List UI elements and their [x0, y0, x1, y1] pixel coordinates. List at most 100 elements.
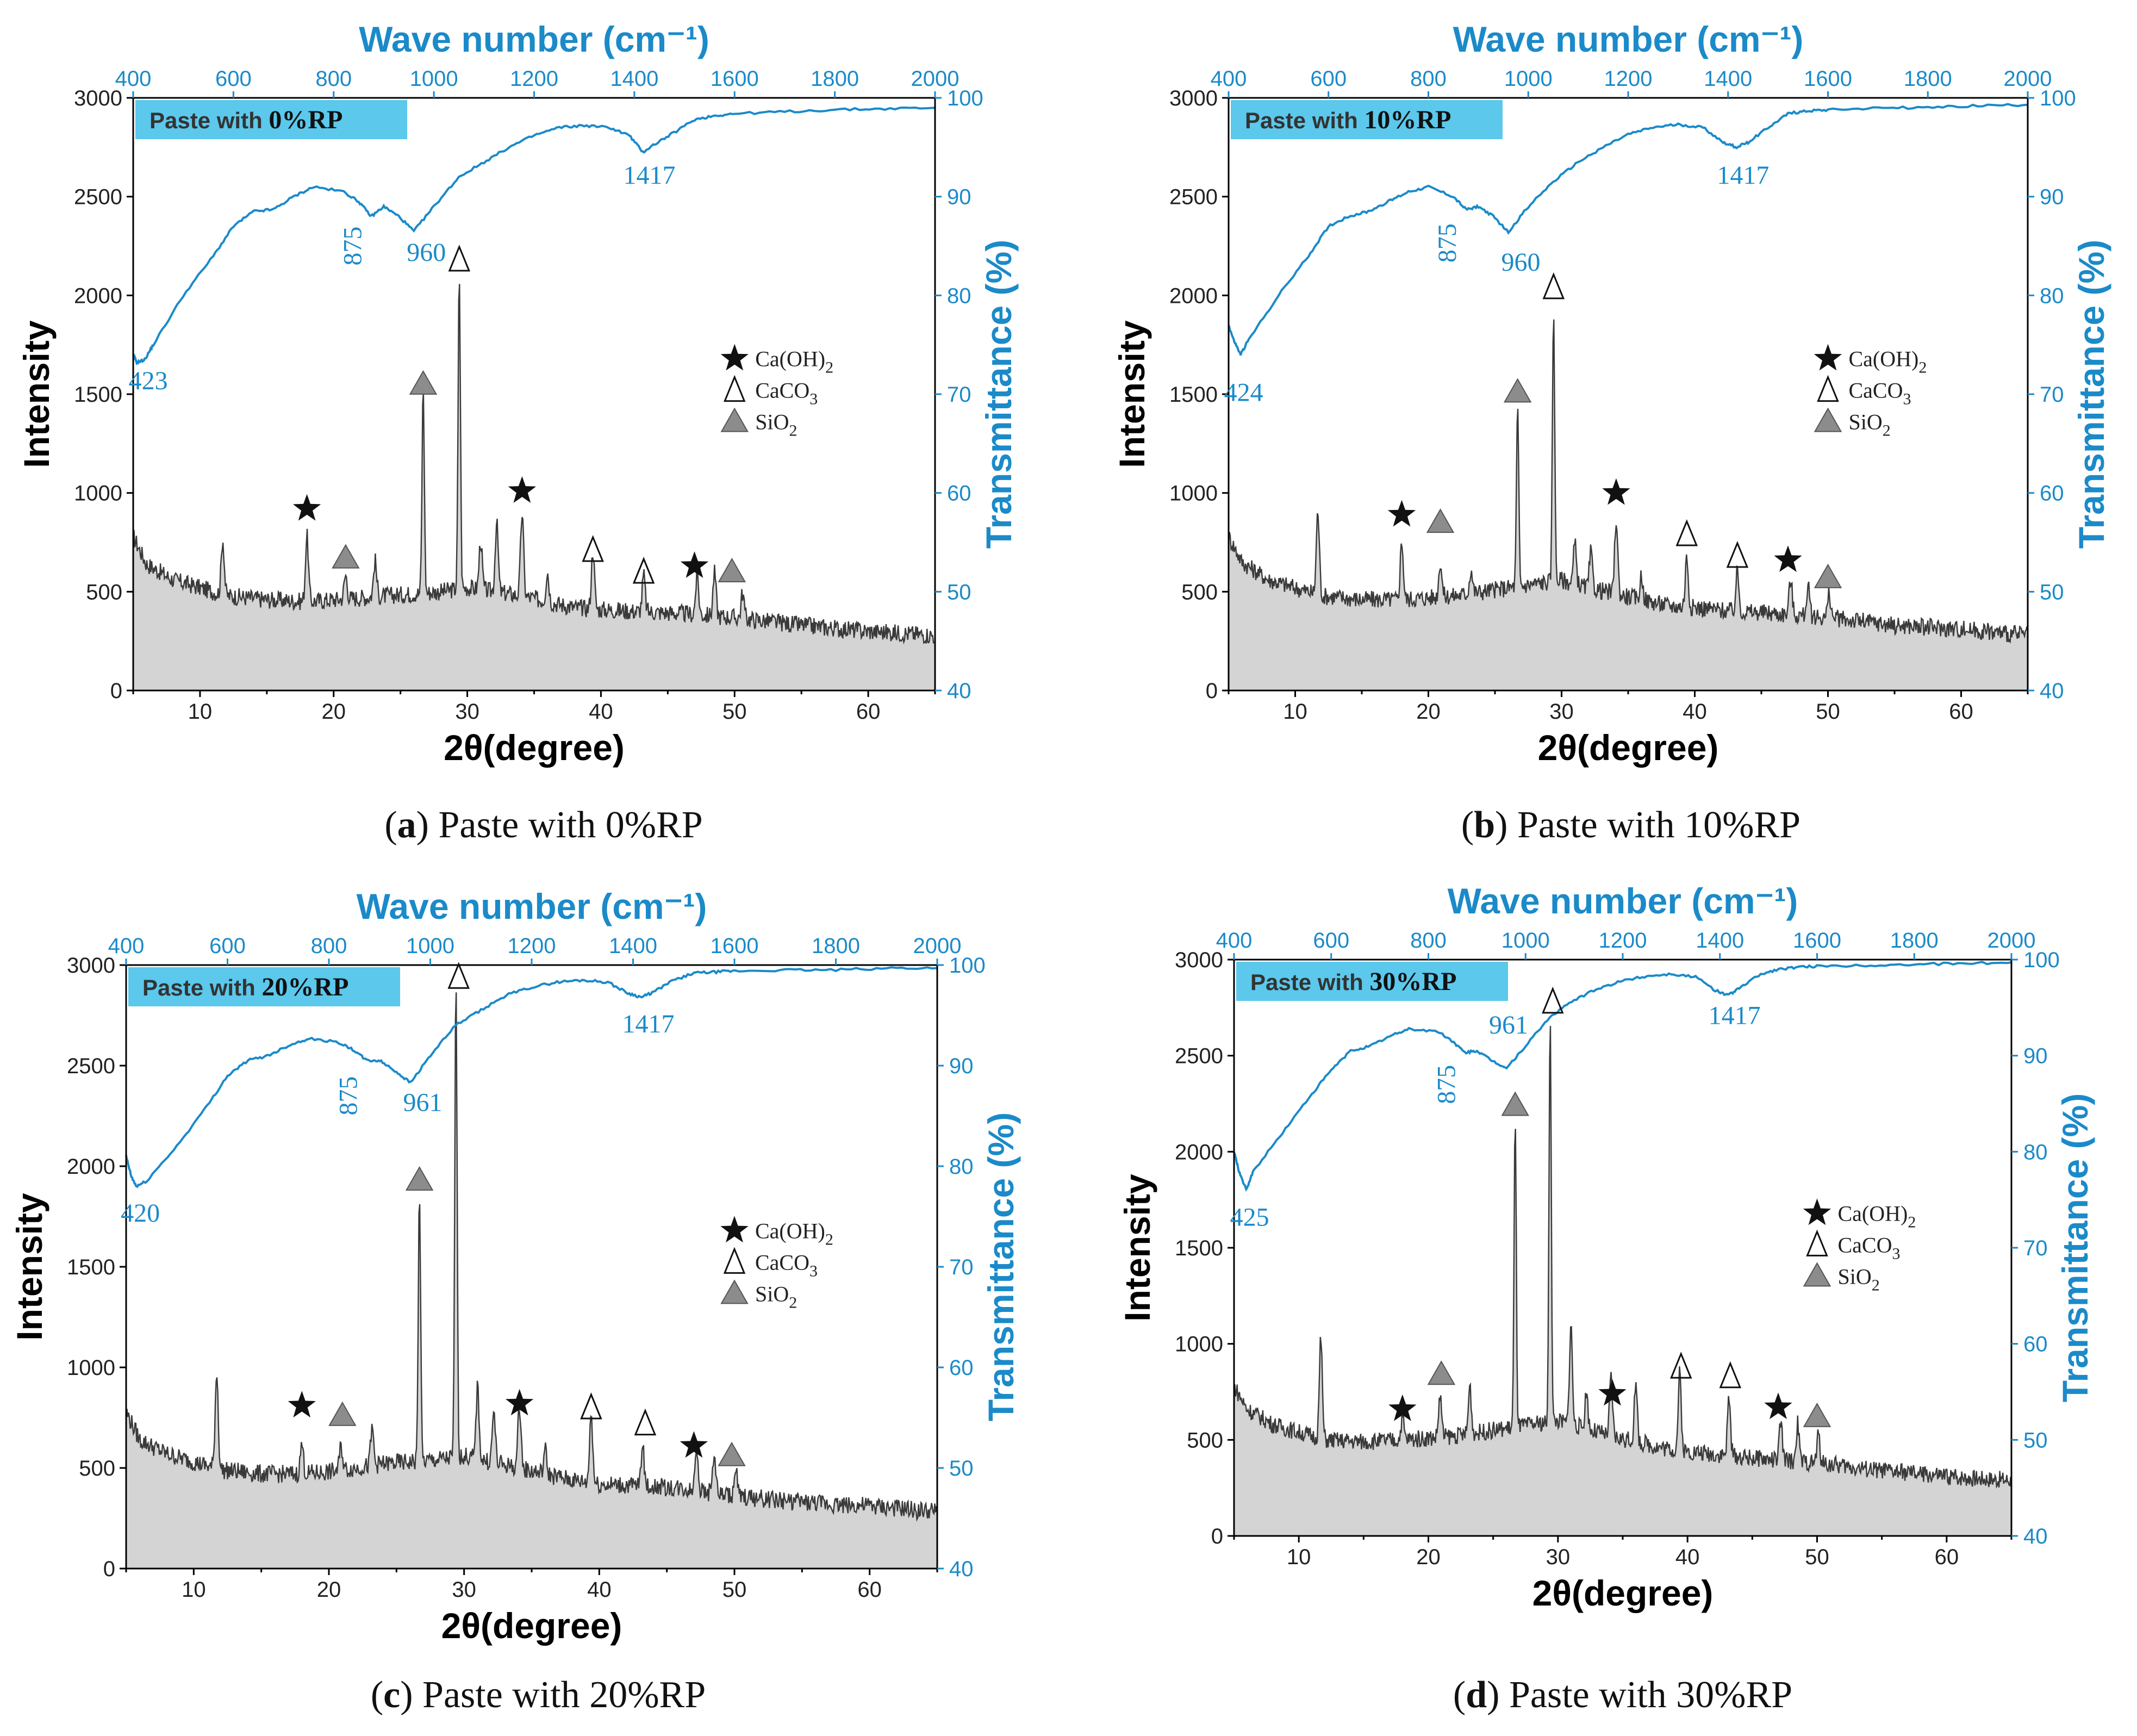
top-x-tick-label: 1400 — [610, 67, 658, 91]
top-x-tick-label: 1600 — [711, 67, 759, 91]
legend-main: CaCO — [1849, 378, 1903, 403]
badge-label: Paste with 0%RP — [149, 105, 342, 134]
badge-prefix: Paste with — [142, 975, 261, 1000]
x-tick-label: 30 — [1549, 700, 1574, 724]
caoh2-star-marker — [505, 1389, 534, 1416]
caco3-triangle-marker — [582, 535, 604, 562]
top-x-tick-label: 1600 — [1793, 929, 1841, 953]
caoh2-star-marker — [680, 551, 709, 578]
legend-sub: 2 — [789, 1293, 797, 1311]
top-x-tick-label: 400 — [115, 67, 152, 91]
right-y-axis-title: Transmittance (%) — [2055, 1093, 2095, 1402]
legend-entry-caco3: CaCO3 — [1849, 378, 1911, 408]
legend-main: SiO — [755, 1281, 789, 1306]
y-axis-title: Intensity — [1117, 1174, 1157, 1322]
caption-letter: a — [397, 804, 416, 846]
legend-main: CaCO — [755, 1250, 809, 1274]
sio2-triangle-marker — [718, 1441, 746, 1466]
x-tick-label: 20 — [317, 1578, 341, 1602]
top-x-tick-label: 1000 — [406, 934, 454, 958]
right-y-axis-title: Transmittance (%) — [979, 240, 1019, 549]
y-tick-label: 500 — [1187, 1428, 1223, 1452]
legend-main: Ca(OH) — [755, 347, 825, 371]
ftir-curve — [132, 106, 936, 366]
legend-entry-caoh2: Ca(OH)2 — [755, 347, 833, 377]
caoh2-star-marker — [1387, 500, 1416, 527]
x-tick-label: 20 — [1416, 700, 1441, 724]
ftir-peak-label: 875 — [1432, 1065, 1461, 1104]
x-axis-title: 2θ(degree) — [441, 1606, 622, 1646]
caco3-triangle-marker — [1542, 272, 1565, 300]
top-x-tick-label: 1000 — [1501, 929, 1550, 953]
top-x-tick-label: 2000 — [911, 67, 960, 91]
xrd-pattern-line — [125, 992, 937, 1522]
legend-main: SiO — [1849, 410, 1883, 434]
legend-sub: 2 — [1883, 422, 1891, 440]
y-tick-label: 3000 — [1175, 948, 1223, 972]
y-tick-label: 2500 — [74, 185, 122, 209]
top-x-tick-label: 400 — [108, 934, 145, 958]
badge-bold: 30%RP — [1369, 967, 1456, 996]
right-y-tick-label: 80 — [2023, 1140, 2048, 1164]
caoh2-star-marker — [1774, 545, 1802, 572]
right-y-tick-label: 80 — [949, 1155, 974, 1179]
ftir-curve — [1233, 961, 2012, 1192]
caco3-triangle-marker — [723, 1247, 746, 1274]
y-tick-label: 1000 — [1169, 482, 1218, 506]
caption-paren: ) — [400, 1674, 413, 1716]
legend-entry-caco3: CaCO3 — [1838, 1233, 1901, 1262]
top-x-axis-title: Wave number (cm⁻¹) — [357, 886, 707, 926]
y-tick-label: 2000 — [67, 1155, 115, 1179]
top-x-tick-label: 1000 — [1504, 67, 1553, 91]
x-tick-label: 40 — [589, 700, 613, 724]
right-y-tick-label: 50 — [949, 1457, 974, 1480]
badge-background — [1231, 100, 1503, 139]
right-y-tick-label: 70 — [2040, 383, 2064, 407]
y-tick-label: 500 — [1181, 580, 1218, 604]
right-y-tick-label: 100 — [947, 86, 983, 110]
right-y-tick-label: 60 — [947, 482, 971, 506]
caco3-triangle-marker — [1542, 986, 1564, 1014]
top-x-tick-label: 800 — [1410, 929, 1447, 953]
right-y-tick-label: 60 — [949, 1356, 974, 1380]
top-x-tick-label: 400 — [1216, 929, 1253, 953]
right-y-tick-label: 70 — [947, 383, 971, 407]
legend-sub: 3 — [1903, 390, 1911, 408]
top-x-tick-label: 1200 — [1599, 929, 1647, 953]
x-tick-label: 30 — [452, 1578, 476, 1602]
top-x-axis-title: Wave number (cm⁻¹) — [359, 19, 709, 59]
sio2-triangle-marker — [328, 1401, 357, 1426]
ftir-peak-label: 960 — [1501, 248, 1540, 277]
sio2-triangle-marker — [1426, 508, 1455, 533]
xrd-area-fill — [133, 284, 935, 690]
right-y-tick-label: 60 — [2040, 482, 2064, 506]
legend-sub: 2 — [825, 1230, 833, 1248]
badge-background — [128, 967, 400, 1006]
caco3-triangle-marker — [724, 375, 746, 402]
x-axis-title: 2θ(degree) — [444, 727, 625, 768]
legend-entry-caco3: CaCO3 — [755, 1250, 818, 1280]
panel-caption: (c) Paste with 20%RP — [371, 1674, 706, 1716]
x-tick-label: 30 — [1546, 1545, 1571, 1569]
panel-caption: (a) Paste with 0%RP — [384, 804, 702, 846]
panel-badge: Paste with 20%RP — [128, 967, 400, 1006]
ftir-peak-label: 423 — [129, 366, 168, 395]
sio2-triangle-marker — [1814, 407, 1842, 432]
y-tick-label: 0 — [1206, 679, 1218, 703]
top-x-tick-label: 1400 — [609, 934, 657, 958]
legend-entry-sio2: SiO2 — [755, 410, 797, 440]
sio2-triangle-marker — [1501, 1091, 1529, 1116]
top-x-tick-label: 600 — [1313, 929, 1349, 953]
y-tick-label: 2000 — [1169, 284, 1218, 308]
legend-entry-caoh2: Ca(OH)2 — [755, 1218, 833, 1248]
right-y-tick-label: 70 — [949, 1255, 974, 1279]
y-tick-label: 1500 — [1175, 1236, 1223, 1260]
right-y-tick-label: 60 — [2023, 1333, 2048, 1357]
right-y-tick-label: 90 — [2040, 185, 2064, 209]
ftir-peak-label: 961 — [403, 1088, 443, 1117]
x-tick-label: 60 — [1949, 700, 1973, 724]
ftir-peak-label: 875 — [1433, 223, 1462, 263]
y-axis-title: Intensity — [9, 1193, 49, 1341]
right-y-tick-label: 70 — [2023, 1236, 2048, 1260]
